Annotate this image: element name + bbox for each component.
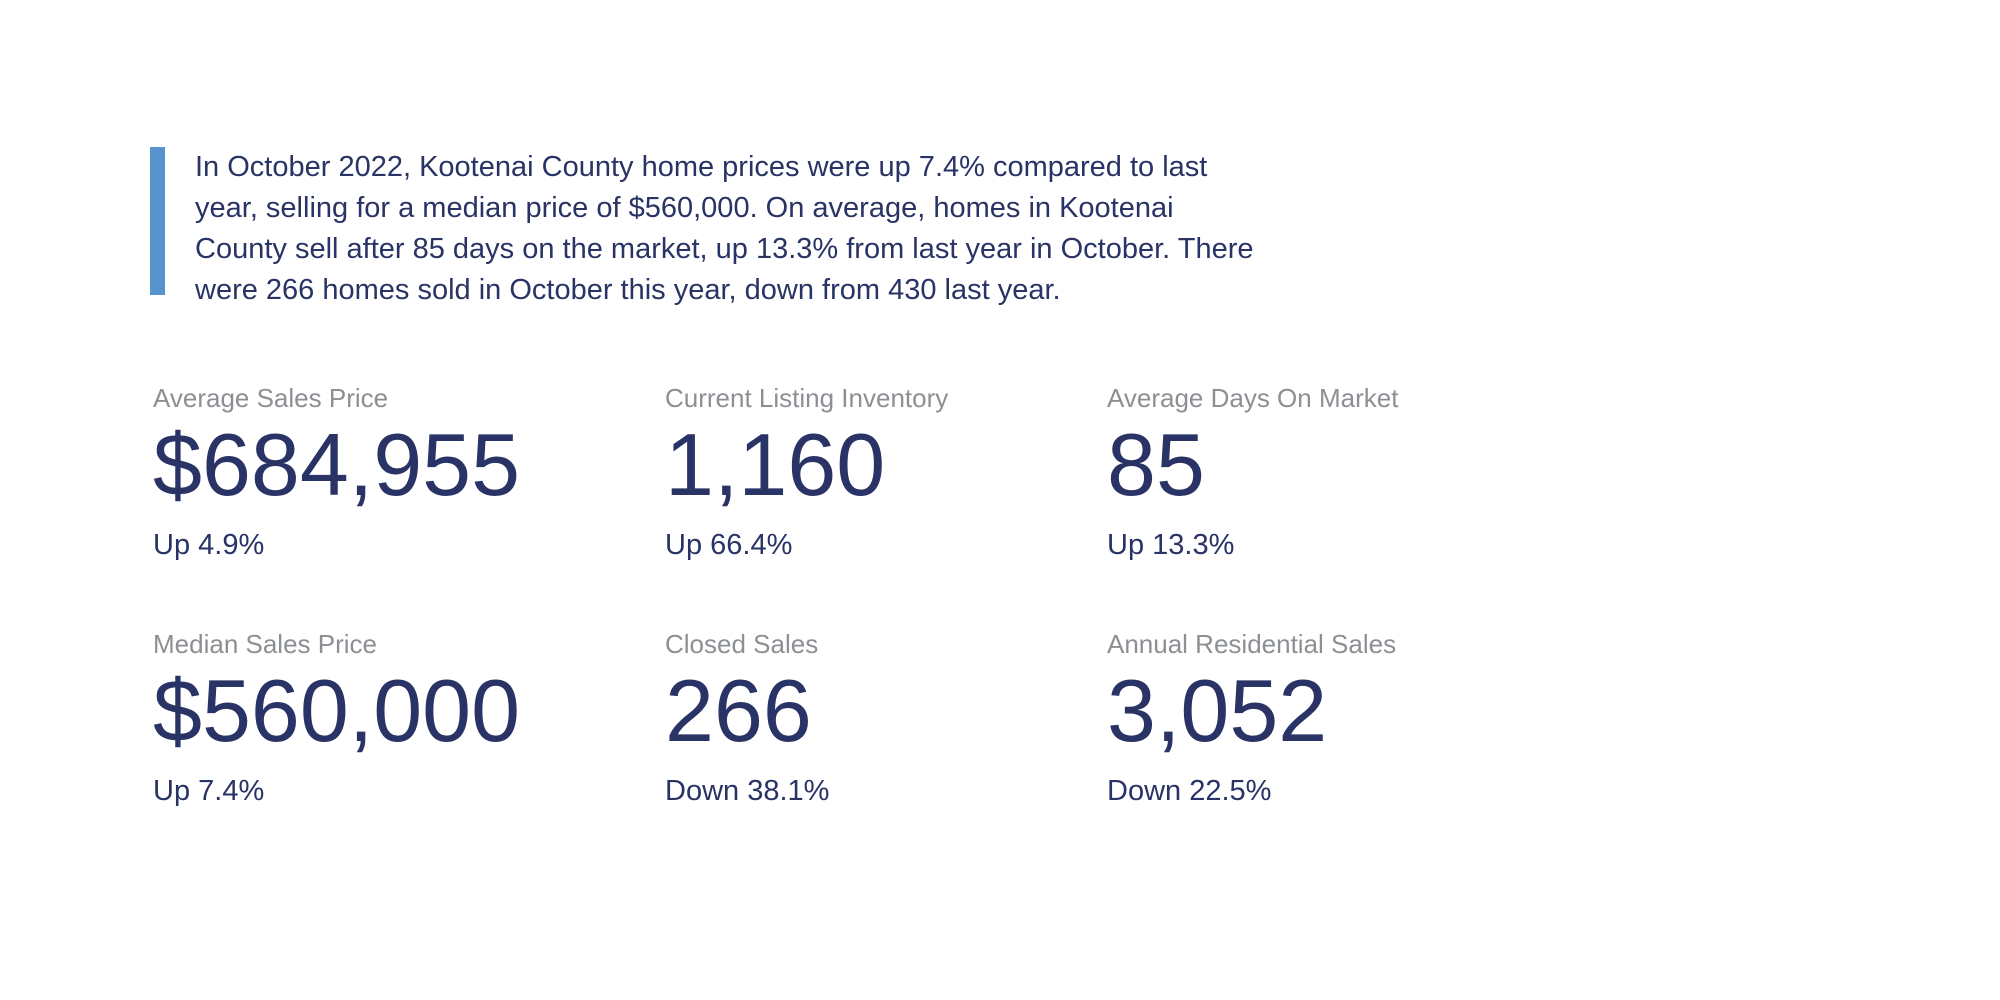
market-summary-text: In October 2022, Kootenai County home pr… (195, 147, 1254, 311)
stat-card-average-sales-price: Average Sales Price $684,955 Up 4.9% (153, 383, 665, 563)
stat-card-annual-residential-sales: Annual Residential Sales 3,052 Down 22.5… (1107, 629, 1398, 809)
stat-change: Down 38.1% (665, 775, 830, 807)
stat-value: $684,955 (153, 415, 521, 514)
stats-grid: Average Sales Price $684,955 Up 4.9% Cur… (153, 383, 1398, 809)
stat-value: 3,052 (1107, 661, 1328, 760)
stat-value: 266 (665, 661, 812, 760)
stat-label: Current Listing Inventory (665, 383, 949, 413)
stat-label: Average Days On Market (1107, 383, 1399, 413)
quote-line: year, selling for a median price of $560… (195, 192, 1174, 224)
stat-card-median-sales-price: Median Sales Price $560,000 Up 7.4% (153, 629, 665, 809)
stat-value: 85 (1107, 415, 1205, 514)
stat-change: Down 22.5% (1107, 775, 1272, 807)
quote-line: County sell after 85 days on the market,… (195, 233, 1254, 265)
stat-label: Average Sales Price (153, 383, 389, 413)
quote-line: In October 2022, Kootenai County home pr… (195, 151, 1208, 183)
stat-label: Closed Sales (665, 629, 819, 659)
quote-line: were 266 homes sold in October this year… (195, 274, 1061, 306)
stat-change: Up 7.4% (153, 775, 265, 807)
quote-accent-bar (150, 147, 165, 295)
stat-label: Annual Residential Sales (1107, 629, 1397, 659)
stat-value: 1,160 (665, 415, 886, 514)
market-summary-quote: In October 2022, Kootenai County home pr… (150, 147, 1398, 311)
stat-label: Median Sales Price (153, 629, 377, 659)
stat-change: Up 4.9% (153, 529, 265, 561)
stat-card-average-days-on-market: Average Days On Market 85 Up 13.3% (1107, 383, 1398, 563)
stat-change: Up 66.4% (665, 529, 793, 561)
stat-value: $560,000 (153, 661, 521, 760)
stat-card-closed-sales: Closed Sales 266 Down 38.1% (665, 629, 1107, 809)
stat-card-current-listing-inventory: Current Listing Inventory 1,160 Up 66.4% (665, 383, 1107, 563)
stat-change: Up 13.3% (1107, 529, 1235, 561)
market-insights-section: In October 2022, Kootenai County home pr… (150, 147, 1398, 809)
